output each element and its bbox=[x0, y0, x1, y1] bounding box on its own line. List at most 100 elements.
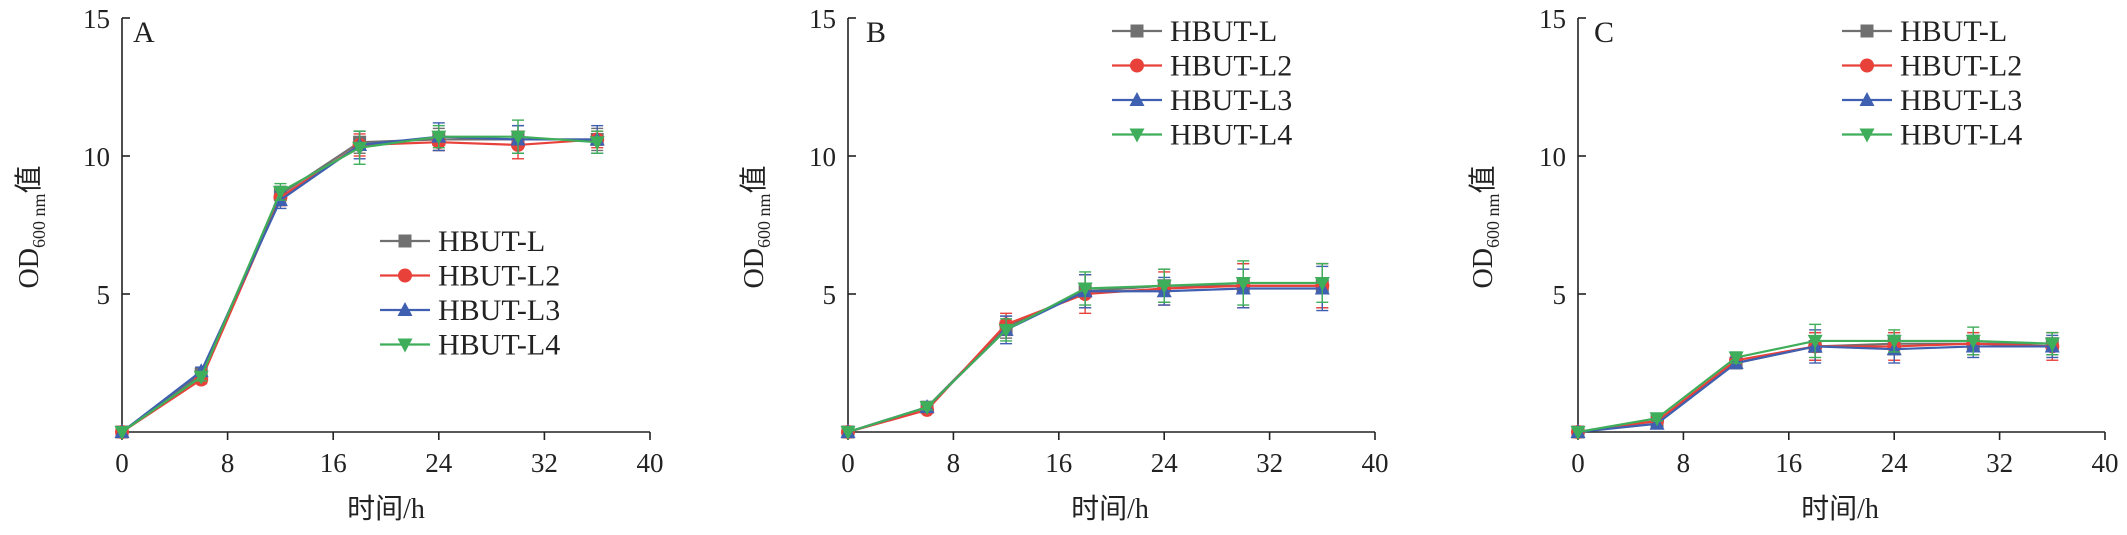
legend-marker bbox=[1129, 128, 1145, 143]
y-axis-label: OD600 nm值 bbox=[738, 166, 774, 289]
legend-label: HBUT-L bbox=[1170, 15, 1277, 48]
legend-marker bbox=[1859, 92, 1875, 106]
legend-marker bbox=[1860, 58, 1874, 73]
legend-item: HBUT-L bbox=[1112, 15, 1277, 48]
data-point bbox=[114, 426, 130, 440]
legend-marker bbox=[397, 302, 413, 316]
legend-marker bbox=[398, 268, 412, 283]
x-tick-label: 8 bbox=[947, 448, 961, 478]
data-point bbox=[193, 370, 209, 385]
y-axis-label: OD600 nm值 bbox=[13, 166, 49, 289]
data-point bbox=[1649, 412, 1665, 427]
y-tick-label: 10 bbox=[83, 142, 110, 172]
legend-marker bbox=[1859, 128, 1875, 143]
x-axis-label: 时间/h bbox=[347, 493, 425, 525]
data-point bbox=[1570, 426, 1586, 440]
legend-item: HBUT-L4 bbox=[1842, 119, 2022, 152]
x-tick-label: 24 bbox=[1881, 448, 1909, 478]
legend-label: HBUT-L2 bbox=[1900, 50, 2022, 83]
legend-label: HBUT-L bbox=[1900, 15, 2007, 48]
data-point bbox=[431, 130, 447, 145]
series-hbut-l4 bbox=[840, 260, 1330, 440]
data-point bbox=[1886, 334, 1902, 349]
panel-letter: B bbox=[866, 16, 886, 49]
legend-item: HBUT-L2 bbox=[1112, 50, 1292, 83]
legend-label: HBUT-L3 bbox=[1170, 84, 1292, 117]
x-tick-label: 16 bbox=[1045, 448, 1072, 478]
x-tick-label: 8 bbox=[1677, 448, 1691, 478]
legend-item: HBUT-L3 bbox=[1112, 84, 1292, 117]
legend-label: HBUT-L3 bbox=[438, 294, 560, 327]
x-tick-label: 32 bbox=[1986, 448, 2013, 478]
legend-marker bbox=[397, 338, 413, 353]
y-tick-label: 15 bbox=[1539, 4, 1566, 34]
legend-label: HBUT-L3 bbox=[1900, 84, 2022, 117]
data-point bbox=[1807, 334, 1823, 349]
data-point bbox=[510, 130, 526, 145]
data-point bbox=[2044, 337, 2060, 352]
x-tick-label: 40 bbox=[637, 448, 664, 478]
legend-marker bbox=[1130, 24, 1144, 38]
panel-letter: C bbox=[1594, 16, 1614, 49]
y-axis-label: OD600 nm值 bbox=[1467, 166, 1503, 289]
data-point bbox=[840, 426, 856, 440]
legend-item: HBUT-L4 bbox=[380, 329, 560, 362]
x-tick-label: 24 bbox=[425, 448, 453, 478]
y-tick-label: 5 bbox=[823, 280, 837, 310]
data-point bbox=[1314, 276, 1330, 291]
data-point bbox=[919, 401, 935, 416]
y-tick-label: 15 bbox=[809, 4, 836, 34]
data-point bbox=[352, 141, 368, 156]
legend-label: HBUT-L4 bbox=[1900, 119, 2022, 152]
legend-item: HBUT-L bbox=[1842, 15, 2007, 48]
legend-item: HBUT-L4 bbox=[1112, 119, 1292, 152]
data-point bbox=[589, 136, 605, 151]
legend-label: HBUT-L4 bbox=[1170, 119, 1292, 152]
series-hbut-l4 bbox=[114, 119, 605, 440]
legend-label: HBUT-L2 bbox=[1170, 50, 1292, 83]
panel-letter: A bbox=[133, 16, 155, 49]
legend-item: HBUT-L bbox=[380, 225, 545, 258]
legend-label: HBUT-L4 bbox=[438, 329, 560, 362]
data-point bbox=[1728, 351, 1744, 366]
x-tick-label: 16 bbox=[320, 448, 347, 478]
data-point bbox=[1965, 334, 1981, 349]
x-tick-label: 40 bbox=[1362, 448, 1389, 478]
legend-label: HBUT-L bbox=[438, 225, 545, 258]
x-tick-label: 32 bbox=[531, 448, 558, 478]
x-axis-label: 时间/h bbox=[1801, 493, 1879, 525]
x-tick-label: 40 bbox=[2092, 448, 2119, 478]
y-tick-label: 5 bbox=[1553, 280, 1567, 310]
legend-marker bbox=[398, 234, 412, 248]
data-point bbox=[998, 323, 1014, 338]
legend-item: HBUT-L2 bbox=[380, 260, 560, 293]
data-point bbox=[1235, 276, 1251, 291]
legend-marker bbox=[1130, 58, 1144, 73]
legend-item: HBUT-L2 bbox=[1842, 50, 2022, 83]
x-tick-label: 0 bbox=[115, 448, 129, 478]
legend-marker bbox=[1860, 24, 1874, 38]
x-tick-label: 8 bbox=[221, 448, 235, 478]
data-point bbox=[272, 185, 288, 200]
y-tick-label: 5 bbox=[97, 280, 111, 310]
legend-marker bbox=[1129, 92, 1145, 106]
x-tick-label: 16 bbox=[1775, 448, 1802, 478]
legend-item: HBUT-L3 bbox=[1842, 84, 2022, 117]
legend-item: HBUT-L3 bbox=[380, 294, 560, 327]
x-axis-label: 时间/h bbox=[1071, 493, 1149, 525]
data-point bbox=[1077, 282, 1093, 297]
data-point bbox=[1156, 279, 1172, 294]
x-tick-label: 0 bbox=[841, 448, 855, 478]
x-tick-label: 24 bbox=[1151, 448, 1179, 478]
x-tick-label: 32 bbox=[1256, 448, 1283, 478]
y-tick-label: 10 bbox=[809, 142, 836, 172]
x-tick-label: 0 bbox=[1571, 448, 1585, 478]
y-tick-label: 10 bbox=[1539, 142, 1566, 172]
legend-label: HBUT-L2 bbox=[438, 260, 560, 293]
y-tick-label: 15 bbox=[83, 4, 110, 34]
series-hbut-l4 bbox=[1570, 323, 2060, 440]
